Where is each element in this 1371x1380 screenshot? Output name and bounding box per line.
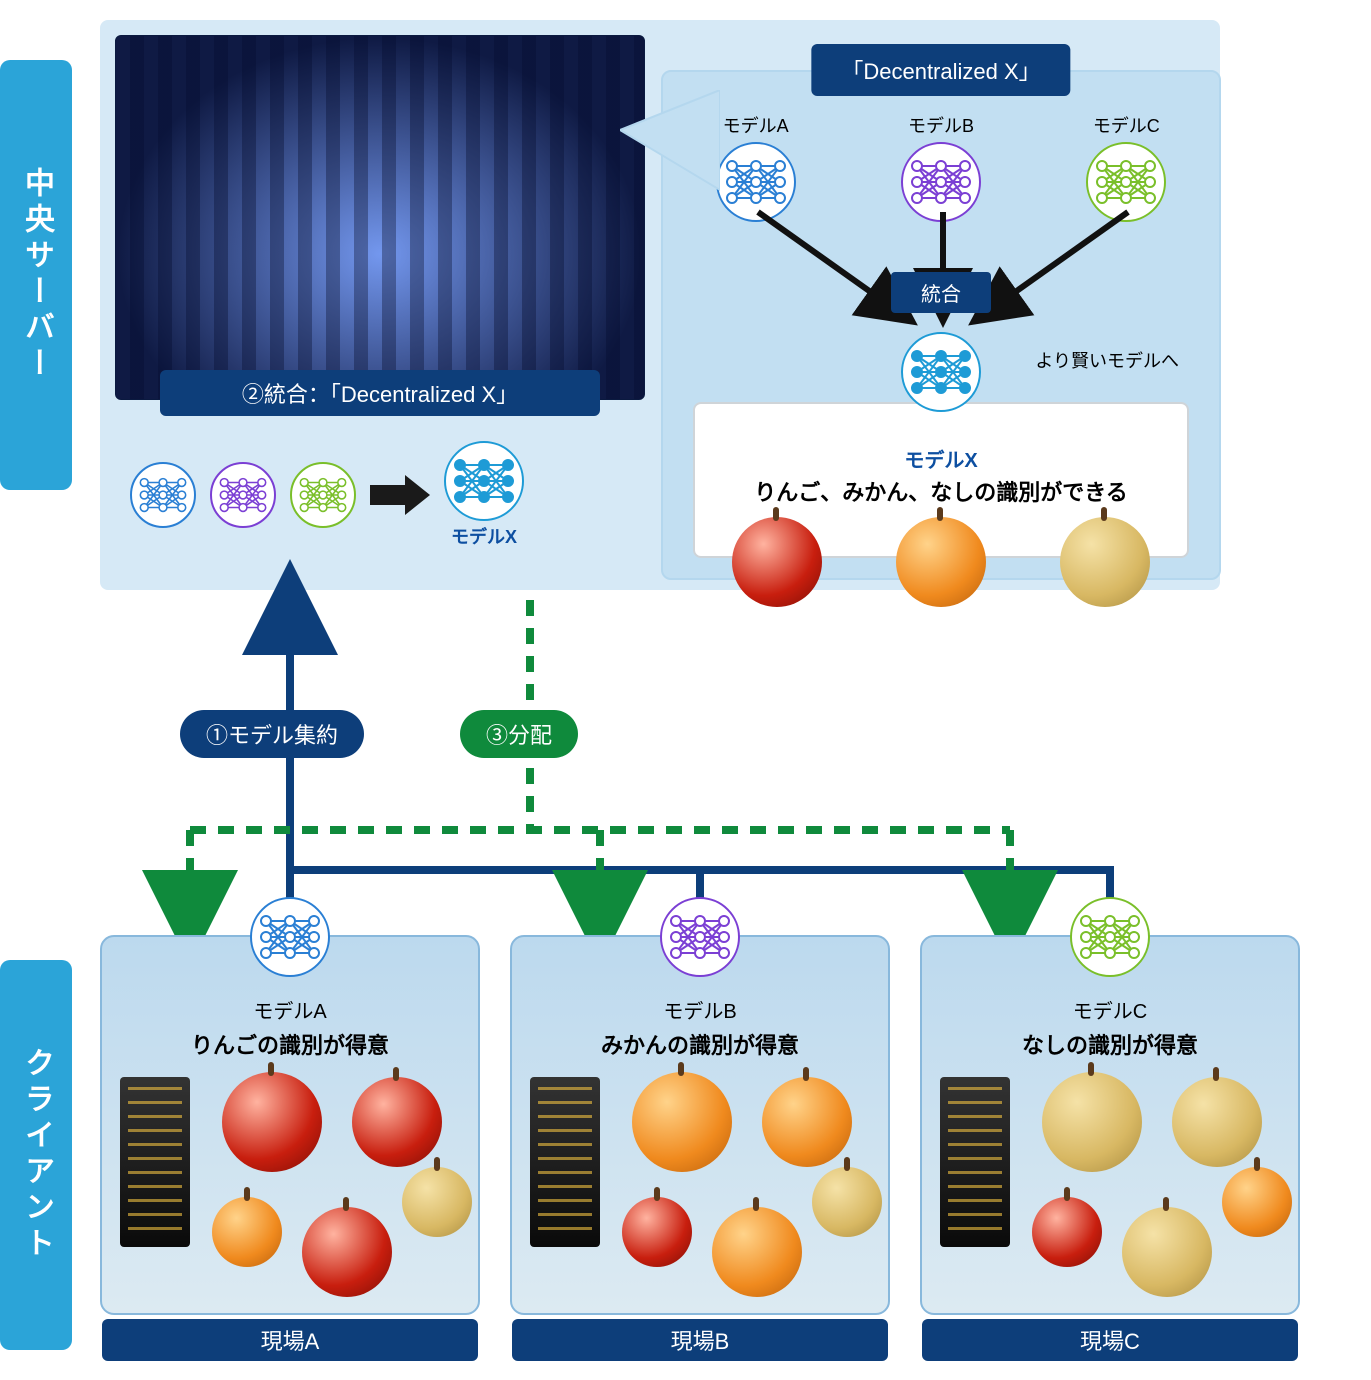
server-rack-icon: [940, 1077, 1010, 1247]
callout-pointer: [620, 90, 720, 210]
dx-result-model-name: モデルX: [695, 444, 1187, 473]
fruit-icon: [812, 1167, 882, 1237]
fruit-icon: [762, 1077, 852, 1167]
fruit-icon: [622, 1197, 692, 1267]
fruit-icon: [1042, 1072, 1142, 1172]
model-a-icon: [130, 462, 196, 528]
dx-smarter-label: より賢いモデルへ: [1035, 347, 1179, 373]
model-c-icon: [290, 462, 356, 528]
server-rack-icon: [530, 1077, 600, 1247]
dx-title: 「Decentralized X」: [811, 44, 1070, 96]
decentralized-x-panel: 「Decentralized X」 モデルA モデルB モデルC 統合 より賢い…: [661, 70, 1221, 580]
client-model-desc: なしの識別が得意: [922, 1028, 1298, 1060]
fruit-icon: [1172, 1077, 1262, 1167]
datacenter-image: [115, 35, 645, 400]
model-x-icon: [444, 441, 524, 521]
client-site-label: 現場A: [102, 1319, 478, 1361]
client-model-icon: [250, 897, 330, 977]
fruit-icon: [1032, 1197, 1102, 1267]
fruit-icon: [712, 1207, 802, 1297]
fruit-icon: [1222, 1167, 1292, 1237]
client-card: モデルA りんごの識別が得意 現場A: [100, 935, 480, 1315]
dx-result-fruits: [695, 517, 1187, 607]
server-rack-icon: [120, 1077, 190, 1247]
client-card: モデルB みかんの識別が得意 現場B: [510, 935, 890, 1315]
integration-banner: ②統合：「Decentralized X」: [160, 370, 600, 416]
client-model-name: モデルA: [102, 995, 478, 1024]
client-model-icon: [1070, 897, 1150, 977]
model-x-label: モデルX: [444, 523, 524, 549]
side-label-server: 中央サーバー: [0, 60, 72, 490]
fruit-icon: [1122, 1207, 1212, 1297]
client-site-label: 現場B: [512, 1319, 888, 1361]
fruit-icon: [212, 1197, 282, 1267]
client-card: モデルC なしの識別が得意 現場C: [920, 935, 1300, 1315]
dx-merge-label: 統合: [891, 272, 991, 313]
server-model-row: モデルX: [130, 430, 650, 560]
flow-distribute-label: ③分配: [460, 710, 578, 758]
apple-icon: [732, 517, 822, 607]
fruit-icon: [352, 1077, 442, 1167]
fruit-icon: [222, 1072, 322, 1172]
side-label-client: クライアント: [0, 960, 72, 1350]
pear-icon: [1060, 517, 1150, 607]
dx-model-x-icon: [901, 332, 981, 412]
dx-result-box: モデルX りんご、みかん、なしの識別ができる: [693, 402, 1189, 558]
dx-model-label: モデルA: [716, 112, 796, 138]
client-model-desc: みかんの識別が得意: [512, 1028, 888, 1060]
client-model-desc: りんごの識別が得意: [102, 1028, 478, 1060]
orange-icon: [896, 517, 986, 607]
model-b-icon: [210, 462, 276, 528]
flow-aggregate-label: ①モデル集約: [180, 710, 364, 758]
dx-model-label: モデルC: [1086, 112, 1166, 138]
dx-model-label: モデルB: [901, 112, 981, 138]
client-model-icon: [660, 897, 740, 977]
client-model-name: モデルC: [922, 995, 1298, 1024]
dx-result-desc: りんご、みかん、なしの識別ができる: [695, 475, 1187, 507]
client-site-label: 現場C: [922, 1319, 1298, 1361]
client-model-name: モデルB: [512, 995, 888, 1024]
fruit-icon: [302, 1207, 392, 1297]
diagram-root: 中央サーバー クライアント ②統合：「Decentralized X」 モデルX…: [0, 0, 1371, 1380]
fruit-icon: [402, 1167, 472, 1237]
arrow-right-icon: [370, 475, 430, 515]
fruit-icon: [632, 1072, 732, 1172]
